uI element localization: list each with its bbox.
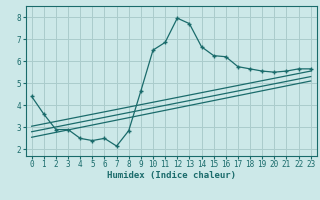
X-axis label: Humidex (Indice chaleur): Humidex (Indice chaleur) (107, 171, 236, 180)
